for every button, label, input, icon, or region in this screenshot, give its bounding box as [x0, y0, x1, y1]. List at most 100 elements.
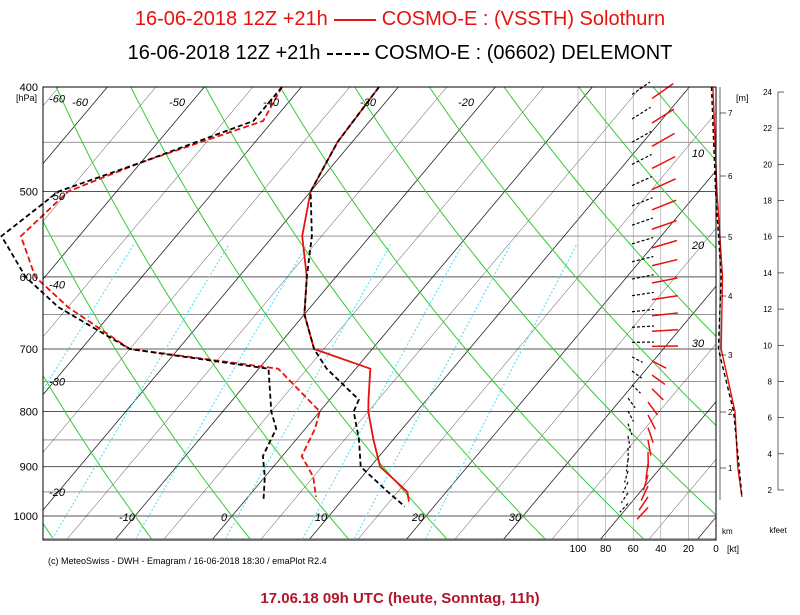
isotherm-line	[261, 87, 642, 539]
title-delemont-model: COSMO-E : (06602) DELEMONT	[374, 42, 673, 64]
isotherm-line	[43, 87, 157, 222]
temperature-label-top: -50	[169, 97, 186, 109]
credit-text: (c) MeteoSwiss - DWH - Emagram / 16-06-2…	[48, 556, 327, 566]
pressure-tick-label: 500	[20, 186, 38, 198]
kfeet-tick-label: 24	[763, 88, 772, 97]
solothurn-wind-arrow	[651, 219, 677, 230]
delemont-temperature-line	[303, 86, 406, 508]
dry-adiabat-line	[43, 220, 251, 540]
dry-adiabat-line	[428, 87, 716, 427]
dry-adiabat-line	[279, 87, 644, 540]
title-delemont: 16-06-2018 12Z +21h COSMO-E : (06602) DEL…	[0, 42, 800, 65]
kfeet-tick-label: 4	[768, 450, 773, 459]
wind-speed-label: 20	[691, 240, 705, 252]
dry-adiabat-line	[781, 63, 800, 539]
kfeet-tick-label: 16	[763, 233, 772, 242]
height-tick-label: 6	[728, 172, 733, 181]
delemont-wind-arrow	[624, 470, 629, 483]
isotherm-line	[43, 87, 108, 165]
delemont-wind-arrow	[631, 197, 653, 207]
dry-adiabat-line	[130, 87, 448, 540]
dry-adiabat-line	[503, 87, 716, 338]
delemont-wind-arrow	[631, 237, 654, 245]
isotherm-line	[503, 285, 716, 540]
delemont-wind-arrow	[631, 255, 654, 263]
temperature-label-left: -50	[49, 191, 66, 203]
temperature-label-top: -20	[458, 97, 475, 109]
kfeet-tick-label: 20	[763, 160, 772, 169]
delemont-wind-arrow	[631, 384, 641, 394]
solothurn-wind-arrow	[651, 374, 666, 386]
isotherm-line	[552, 343, 716, 539]
legend-line-solothurn	[333, 18, 376, 21]
isotherm-line	[164, 87, 545, 539]
solothurn-wind-arrow	[645, 463, 649, 480]
pressure-axis-label: [hPa]	[16, 93, 37, 103]
isotherm-line	[115, 87, 496, 540]
solothurn-wind-arrow	[651, 312, 678, 317]
temperature-label-top: -60	[72, 97, 89, 109]
grid-clip	[43, 63, 800, 540]
isotherm-line	[43, 87, 254, 338]
legend-line-delemont	[326, 52, 369, 55]
delemont-wind-arrow	[631, 217, 653, 226]
solothurn-wind-arrow	[642, 474, 649, 491]
delemont-wind-arrow	[620, 492, 629, 504]
dry-adiabat-line	[578, 87, 716, 249]
isotherm-line	[43, 87, 399, 511]
temperature-label-left: -20	[49, 487, 66, 499]
wind-speed-label: 10	[692, 148, 705, 160]
isotherm-line	[43, 87, 205, 280]
solothurn-wind-arrow	[651, 239, 678, 249]
solothurn-wind-arrow	[647, 439, 652, 456]
valid-time-footer: 17.06.18 09h UTC (heute, Sonntag, 11h)	[260, 590, 540, 607]
pressure-tick-label: 900	[20, 462, 38, 474]
mixing-ratio-line	[224, 244, 392, 540]
pressure-tick-label: 700	[20, 344, 38, 356]
solothurn-wind-arrow	[651, 132, 675, 147]
temperature-label-top: -40	[263, 97, 280, 109]
dry-adiabat-line	[204, 87, 546, 540]
solothurn-wind-arrow	[651, 360, 667, 369]
temperature-label-left: -60	[49, 94, 66, 106]
solothurn-wind-arrow	[651, 108, 675, 124]
isotherm-line	[67, 87, 448, 539]
chart-grid	[43, 63, 800, 540]
delemont-wind-arrow	[627, 397, 636, 409]
wind-tick-label: 60	[628, 544, 640, 555]
dry-adiabat-line	[652, 87, 716, 162]
temperature-tick-label: -10	[119, 512, 136, 524]
delemont-wind-arrow	[625, 459, 629, 472]
wind-tick-label: 100	[570, 544, 587, 555]
temperature-tick-label: 20	[411, 512, 425, 524]
delemont-wind-arrow	[631, 175, 653, 187]
solothurn-wind-arrow	[640, 485, 649, 501]
delemont-wind-arrow	[627, 410, 635, 422]
kfeet-tick-label: 22	[763, 124, 772, 133]
mixing-ratio-line	[43, 244, 135, 391]
isotherm-line	[455, 228, 716, 539]
height-tick-label: 1	[728, 464, 733, 473]
solothurn-wind-arrow	[651, 83, 674, 100]
solothurn-wind-arrow	[651, 178, 676, 191]
kfeet-tick-label: 12	[763, 305, 772, 314]
delemont-wind-arrow	[631, 274, 654, 280]
dry-adiabat-line	[55, 87, 349, 540]
kfeet-axis-label: kfeet	[769, 526, 787, 535]
height-axis-label: [m]	[736, 93, 749, 103]
solothurn-wind-arrow	[651, 295, 678, 301]
title-solothurn: 16-06-2018 12Z +21h COSMO-E : (VSSTH) Sol…	[0, 8, 800, 31]
isotherm-line	[43, 87, 302, 396]
temperature-tick-label: 30	[509, 512, 522, 524]
delemont-wind-arrow	[622, 481, 629, 494]
km-label: km	[722, 527, 733, 536]
wind-tick-label: 40	[655, 544, 667, 555]
wind-tick-label: 80	[600, 544, 612, 555]
temperature-label-left: -30	[49, 376, 66, 388]
temperature-label-top: -30	[360, 97, 377, 109]
isotherm-line	[697, 516, 716, 540]
delemont-wind-speed-line	[710, 86, 743, 497]
kfeet-tick-label: 18	[763, 197, 772, 206]
